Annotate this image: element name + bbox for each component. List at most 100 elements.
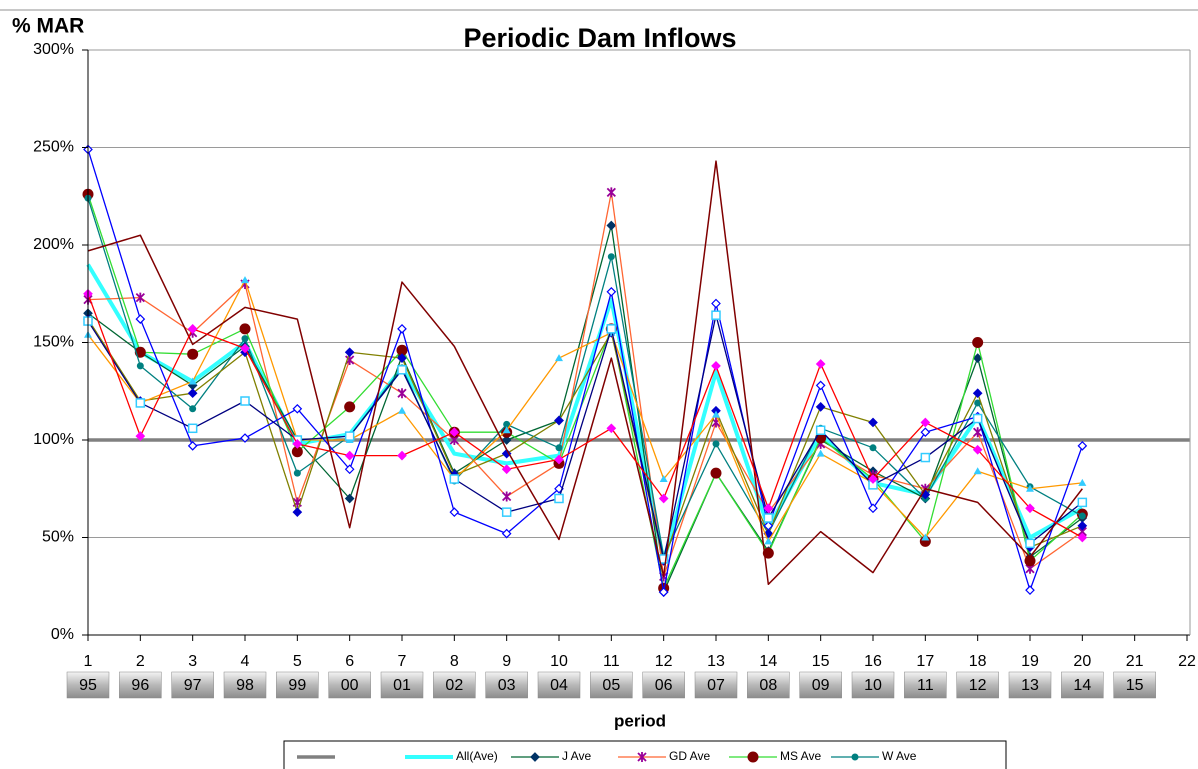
y-tick-label: 250% xyxy=(33,139,74,156)
marker xyxy=(712,440,720,448)
period-box xyxy=(66,671,110,699)
marker xyxy=(344,450,355,461)
period-box xyxy=(171,671,214,699)
marker xyxy=(1078,478,1087,486)
marker xyxy=(973,467,982,475)
marker xyxy=(764,537,773,545)
x-tick-label: 17 xyxy=(916,653,934,670)
period-label: 98 xyxy=(236,677,254,694)
series xyxy=(84,276,1087,545)
marker xyxy=(135,431,146,441)
marker xyxy=(501,448,512,459)
x-tick-label: 5 xyxy=(293,653,302,670)
period-label: 03 xyxy=(498,677,516,694)
x-tick-label: 12 xyxy=(655,653,673,670)
period-box xyxy=(590,671,633,699)
marker xyxy=(396,344,408,356)
legend-label: All(Ave) xyxy=(456,749,498,763)
y-tick-label: 300% xyxy=(33,41,74,58)
period-box xyxy=(851,671,895,699)
x-tick-label: 2 xyxy=(136,653,145,670)
marker xyxy=(815,380,826,391)
period-box xyxy=(904,671,947,699)
period-label: 08 xyxy=(759,677,777,694)
period-label: 04 xyxy=(550,677,568,694)
x-tick-label: 11 xyxy=(603,653,620,670)
x-tick-label: 22 xyxy=(1178,653,1196,670)
period-label: 02 xyxy=(445,677,463,694)
marker xyxy=(241,335,249,343)
marker xyxy=(762,547,774,559)
marker xyxy=(554,415,564,426)
x-tick-label: 19 xyxy=(1021,653,1039,670)
series-line xyxy=(87,293,1083,539)
y-tick-label: 200% xyxy=(33,236,74,253)
marker xyxy=(344,464,355,475)
marker xyxy=(502,491,512,502)
marker xyxy=(397,450,407,461)
marker xyxy=(344,431,355,441)
marker xyxy=(135,292,145,303)
y-tick-label: 150% xyxy=(33,334,74,351)
period-label: 06 xyxy=(655,677,673,694)
marker xyxy=(972,413,983,424)
x-tick-label: 15 xyxy=(812,653,830,670)
series xyxy=(83,187,1087,582)
marker xyxy=(658,587,669,597)
legend-label: MS Ave xyxy=(780,749,821,763)
marker xyxy=(711,298,721,309)
period-label: 15 xyxy=(1126,677,1144,694)
marker xyxy=(240,343,250,354)
marker xyxy=(188,377,197,385)
axes: 0%50%100%150%200%250%300%1 2 3 4 5 6 7 8 9 10 11 12… xyxy=(33,41,1196,699)
period-label: 05 xyxy=(602,677,620,694)
series-line xyxy=(87,160,1083,586)
marker xyxy=(555,444,563,452)
marker xyxy=(920,427,931,438)
marker xyxy=(1024,555,1036,567)
period-label: 99 xyxy=(288,677,306,694)
period-box xyxy=(1113,671,1156,699)
chart-title: Periodic Dam Inflows xyxy=(463,23,736,53)
period-box xyxy=(799,671,842,699)
marker xyxy=(1077,532,1088,543)
marker xyxy=(816,449,825,457)
marker xyxy=(851,753,859,761)
marker xyxy=(1077,497,1088,508)
marker xyxy=(344,493,355,504)
marker xyxy=(135,314,146,324)
marker xyxy=(763,520,774,531)
marker xyxy=(555,354,563,362)
period-box xyxy=(119,671,162,699)
y-tick-label: 100% xyxy=(33,431,74,448)
x-tick-label: 10 xyxy=(550,653,568,670)
marker xyxy=(747,751,759,763)
x-tick-label: 4 xyxy=(241,653,250,670)
period-box xyxy=(747,671,790,699)
x-tick-label: 6 xyxy=(345,653,354,670)
series xyxy=(87,160,1083,586)
period-box xyxy=(694,671,738,699)
period-box xyxy=(223,671,267,699)
marker xyxy=(763,513,774,523)
marker xyxy=(606,423,617,434)
marker xyxy=(503,420,511,428)
marker xyxy=(1025,585,1035,595)
marker xyxy=(1077,441,1088,451)
marker xyxy=(240,396,250,406)
period-label: 07 xyxy=(707,677,725,694)
legend-label: GD Ave xyxy=(669,749,710,763)
x-tick-label: 9 xyxy=(502,653,511,670)
marker xyxy=(397,353,407,363)
x-tick-label: 7 xyxy=(398,653,407,670)
marker xyxy=(501,507,512,517)
marker xyxy=(292,403,303,414)
marker xyxy=(972,353,983,363)
marker xyxy=(1078,512,1086,520)
series xyxy=(83,220,1088,597)
marker xyxy=(239,323,251,335)
period-label: 01 xyxy=(393,677,411,694)
period-box xyxy=(380,671,424,699)
